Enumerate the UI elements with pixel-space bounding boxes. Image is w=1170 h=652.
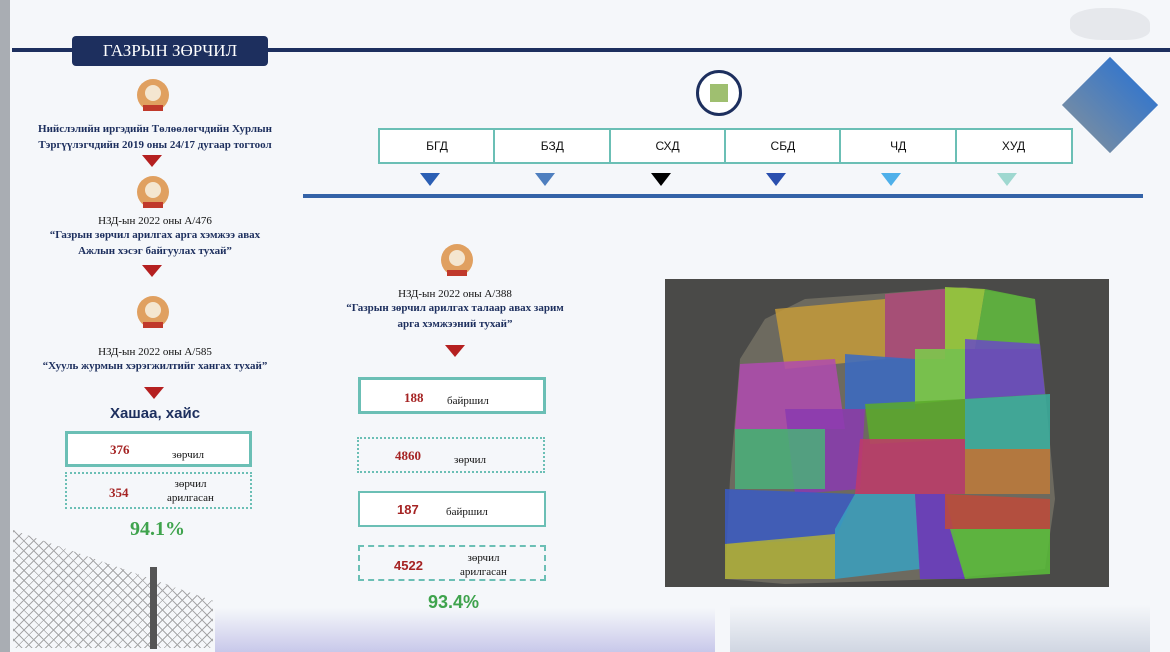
fence-image [13,530,213,648]
district-button-2[interactable]: БЗД [493,128,612,164]
stat-locations-2: 187 байршил [358,491,546,527]
arrow-down-icon [144,387,164,399]
district-marker-icon [996,173,1017,186]
district-marker-icon [881,173,902,186]
agency-logo-icon [696,70,742,116]
district-marker-icon [535,173,556,186]
district-button-3[interactable]: СХД [608,128,727,164]
district-marker-icon [650,173,671,186]
state-emblem-icon [135,292,171,332]
district-marker-icon [420,173,440,186]
doc3-text: НЗД-ын 2022 оны А/585 “Хууль журмын хэрэ… [42,346,268,372]
mongolia-map-watermark [1070,8,1150,40]
arrow-down-icon [142,265,162,277]
state-emblem-icon [439,240,475,280]
district-marker-icon [765,173,786,186]
section-heading: Хашаа, хайс [109,405,201,422]
stat-violations: 4860 зөрчил [357,437,545,473]
stat-resolved: 354 зөрчил арилгасан [65,472,252,509]
city-skyline-illustration-right [730,605,1150,652]
arrow-down-icon [445,345,465,357]
district-button-4[interactable]: СБД [723,128,842,164]
doc4-text: НЗД-ын 2022 оны А/388 “Газрын зөрчил ари… [346,288,564,330]
district-timeline-line [303,194,1143,198]
fence-post [150,567,157,649]
city-photo-diamond [1061,56,1159,154]
stat-locations: 188 байршил [358,377,546,414]
left-edge-strip [0,0,10,652]
city-skyline-illustration [215,608,715,652]
state-emblem-icon [135,172,171,212]
arrow-down-icon [142,155,162,167]
stat-resolved: 4522 зөрчил арилгасан [358,545,546,581]
left-percent: 94.1% [130,518,185,540]
doc1-text: Нийслэлийн иргэдийн Төлөөлөгчдийн Хурлын… [38,123,272,151]
stat-violations: 376 зөрчил [65,431,252,467]
district-button-5[interactable]: ЧД [839,128,958,164]
state-emblem-icon [135,75,171,115]
district-button-6[interactable]: ХУД [954,128,1073,164]
district-button-1[interactable]: БГД [378,128,496,164]
middle-percent: 93.4% [428,592,480,612]
header-line [12,48,1170,52]
page-title: ГАЗРЫН ЗӨРЧИЛ [72,36,268,66]
district-map-image [665,279,1109,587]
doc2-text: НЗД-ын 2022 оны А/476 “Газрын зөрчил ари… [49,215,261,257]
